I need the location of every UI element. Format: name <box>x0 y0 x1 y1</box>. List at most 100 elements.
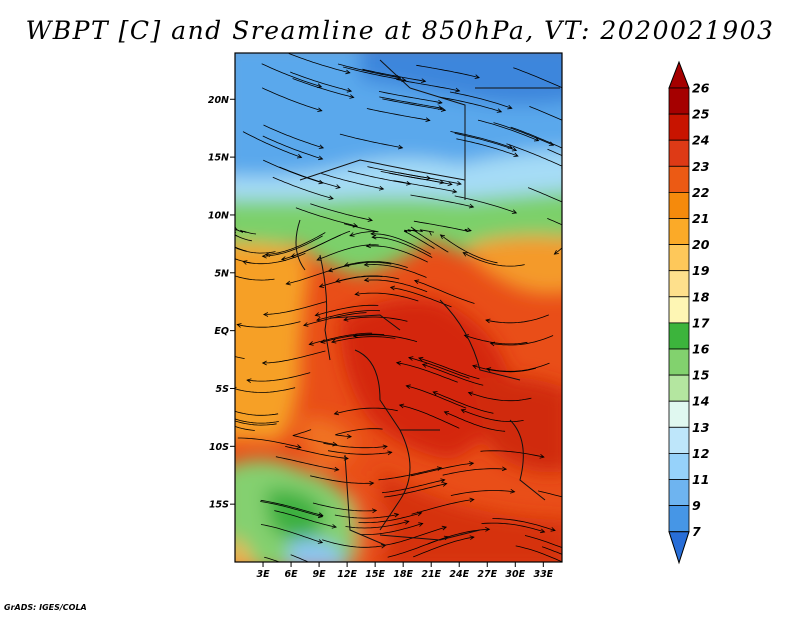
streamline <box>290 554 310 562</box>
streamline <box>412 229 449 253</box>
map-title: WBPT [C] and Sreamline at 850hPa, VT: 20… <box>25 16 775 45</box>
streamline-arrow <box>425 175 432 181</box>
streamline-arrow <box>264 252 271 257</box>
streamline <box>378 91 442 104</box>
streamline <box>323 442 388 449</box>
streamline <box>408 357 470 379</box>
y-tick-label: EQ <box>214 326 229 337</box>
streamline-arrow <box>496 108 503 113</box>
colorbar: 26 25 24 23 22 21 20 19 18 17 16 15 14 13 12 11 9 7 <box>668 60 710 565</box>
x-tick-label: 33E <box>533 569 553 580</box>
colorbar-label: 21 <box>692 211 709 226</box>
streamline-arrow <box>404 520 410 525</box>
streamline-arrow <box>332 441 338 447</box>
streamline <box>364 264 427 278</box>
streamline <box>265 232 326 255</box>
streamline <box>468 392 532 402</box>
streamline <box>541 546 562 555</box>
streamline <box>331 336 396 343</box>
streamline-arrow <box>320 339 326 344</box>
colorbar-label: 20 <box>692 237 710 252</box>
streamline-arrow <box>510 488 516 494</box>
colorbar-top-arrow <box>668 60 690 89</box>
streamline-arrow <box>437 99 443 105</box>
streamline-arrow <box>216 403 220 407</box>
streamline <box>263 159 324 184</box>
colorbar-swatch <box>668 479 690 507</box>
colorbar-label: 13 <box>692 420 709 435</box>
streamline-arrow <box>442 482 448 487</box>
streamline-arrow <box>485 318 491 324</box>
streamline-arrow <box>363 262 369 267</box>
streamline-arrow <box>317 539 324 544</box>
streamline <box>288 53 350 74</box>
streamline <box>422 364 484 386</box>
streamline-arrow <box>333 410 339 416</box>
streamline-arrow <box>472 364 478 369</box>
streamline-arrow <box>318 155 324 161</box>
y-tick-label: 5N <box>214 268 229 279</box>
streamlines <box>216 53 587 562</box>
colorbar-swatch <box>668 426 690 454</box>
streamline-arrow <box>349 94 355 99</box>
streamline <box>247 372 311 382</box>
streamline-arrow <box>428 230 434 236</box>
streamline <box>384 483 447 498</box>
streamline <box>237 321 301 328</box>
streamline <box>411 499 474 515</box>
streamline <box>362 68 426 82</box>
colorbar-swatch <box>668 374 690 402</box>
y-tick-label: 10S <box>209 442 229 453</box>
streamline <box>292 78 354 98</box>
streamline-arrow <box>261 360 267 366</box>
streamline-arrow <box>296 444 302 449</box>
colorbar-swatch <box>668 191 690 219</box>
streamline-arrow <box>369 481 375 486</box>
streamline <box>390 287 452 308</box>
streamline <box>334 513 399 519</box>
streamline <box>480 450 544 458</box>
streamline-arrow <box>378 185 385 191</box>
streamline-arrow <box>370 231 376 236</box>
streamline <box>263 124 324 149</box>
streamline <box>406 385 467 409</box>
streamline <box>312 502 377 512</box>
streamline-arrow <box>582 210 587 214</box>
streamline <box>492 518 556 531</box>
streamline-arrow <box>463 334 469 339</box>
streamline-arrow <box>318 283 325 288</box>
streamline-arrow <box>296 153 303 159</box>
streamline-arrow <box>452 188 458 194</box>
streamline <box>235 387 296 393</box>
streamline-arrow <box>308 341 314 346</box>
streamline <box>456 138 519 157</box>
streamline-arrow <box>550 527 556 532</box>
streamline <box>272 176 334 200</box>
streamline <box>449 91 512 109</box>
streamline <box>281 234 341 260</box>
streamline-arrow <box>432 391 438 396</box>
streamline <box>403 229 435 249</box>
streamline <box>235 247 276 254</box>
streamline <box>235 418 279 424</box>
streamline <box>261 87 322 112</box>
streamline <box>309 332 373 345</box>
streamline-arrow <box>328 195 334 200</box>
streamline <box>262 350 326 364</box>
colorbar-label: 22 <box>692 185 709 200</box>
streamline-arrow <box>318 179 324 185</box>
streamline-arrow <box>447 181 453 187</box>
streamline <box>274 510 337 528</box>
colorbar-swatch <box>668 505 690 533</box>
streamline <box>353 334 418 343</box>
streamline-arrow <box>405 384 411 390</box>
streamline <box>464 334 528 345</box>
streamline-arrow <box>318 144 325 149</box>
streamline <box>261 63 322 88</box>
streamline <box>444 411 506 432</box>
streamline <box>366 245 428 263</box>
streamline <box>450 490 515 496</box>
plot-frame <box>234 52 563 563</box>
streamline-arrow <box>398 403 405 409</box>
